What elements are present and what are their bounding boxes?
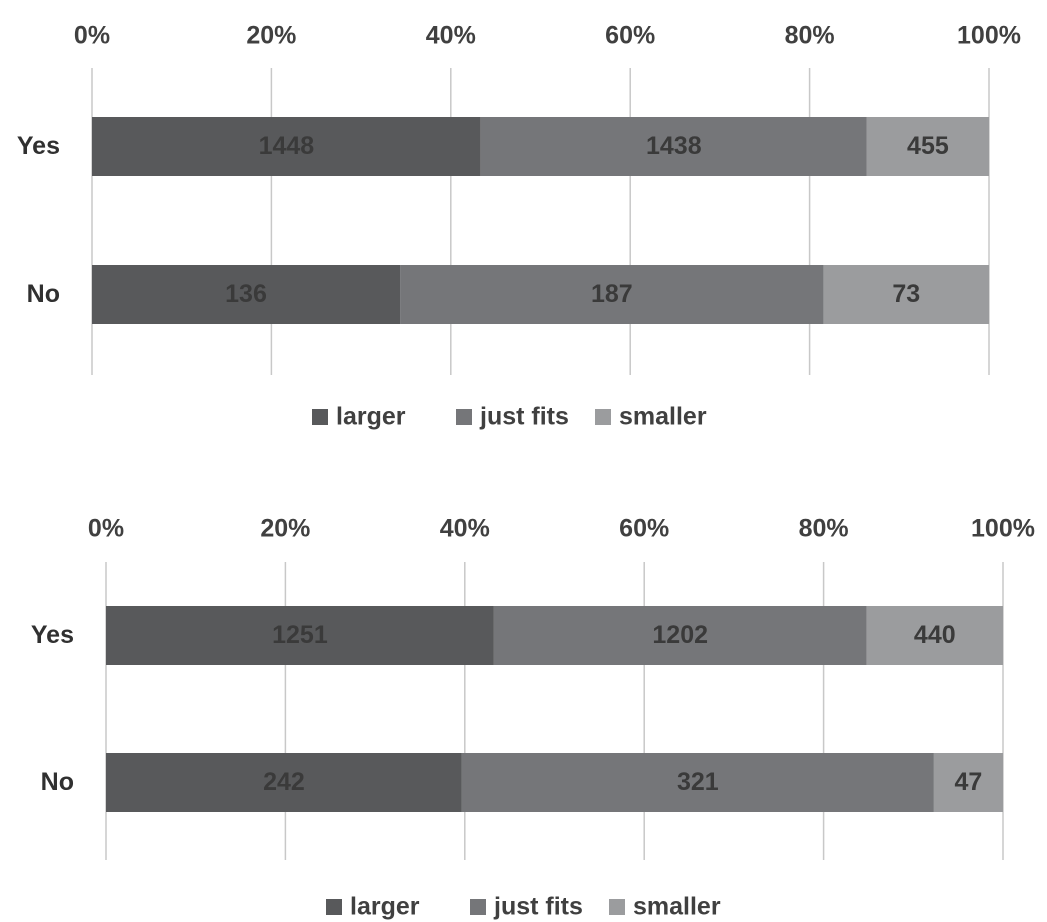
x-tick-label: 20%: [246, 22, 296, 50]
category-label: Yes: [17, 132, 60, 160]
legend: larger just fits smaller: [312, 403, 707, 431]
bar-segment-larger-yes: [106, 606, 494, 665]
x-tick-label: 40%: [440, 515, 490, 543]
legend-label: larger: [350, 893, 420, 921]
data-label: 1251: [272, 621, 328, 649]
legend-label: just fits: [479, 403, 569, 431]
data-label: 440: [914, 621, 956, 649]
bar-segment-larger-no: [106, 753, 462, 812]
legend-swatch: [312, 409, 328, 425]
legend-swatch: [609, 899, 625, 915]
legend-swatch: [595, 409, 611, 425]
legend-label: just fits: [493, 893, 583, 921]
x-tick-label: 40%: [426, 22, 476, 50]
legend-label: larger: [336, 403, 406, 431]
data-label: 73: [892, 280, 920, 308]
x-tick-label: 20%: [260, 515, 310, 543]
bar-segment-smaller-yes: [866, 606, 1003, 665]
bar-segment-just-fits-no: [461, 753, 934, 812]
bar-segment-just-fits-no: [400, 265, 824, 324]
data-label: 242: [263, 768, 305, 796]
category-label: No: [41, 768, 74, 796]
bar-segment-smaller-yes: [866, 117, 989, 176]
bar-segment-just-fits-yes: [493, 606, 867, 665]
bar-segment-just-fits-yes: [480, 117, 867, 176]
legend: larger just fits smaller: [326, 893, 721, 921]
chart-1: 0% 20% 40% 60% 80% 100% 1448 1438 455 Yes 136 187 73…: [17, 22, 1021, 431]
data-label: 321: [677, 768, 719, 796]
legend-label: smaller: [619, 403, 707, 431]
data-label: 187: [591, 280, 633, 308]
category-label: No: [27, 280, 60, 308]
data-label: 1448: [259, 132, 315, 160]
legend-label: smaller: [633, 893, 721, 921]
x-tick-label: 100%: [971, 515, 1035, 543]
bar-segment-smaller-no: [933, 753, 1003, 812]
bar-segment-larger-yes: [92, 117, 481, 176]
data-label: 1438: [646, 132, 702, 160]
chart-2: 0% 20% 40% 60% 80% 100% 1251 1202 440 Yes 242 321 47…: [31, 515, 1035, 921]
x-tick-label: 0%: [74, 22, 110, 50]
data-label: 47: [955, 768, 983, 796]
legend-swatch: [470, 899, 486, 915]
x-tick-label: 80%: [799, 515, 849, 543]
data-label: 1202: [652, 621, 708, 649]
x-tick-label: 100%: [957, 22, 1021, 50]
x-tick-label: 60%: [619, 515, 669, 543]
x-tick-label: 80%: [785, 22, 835, 50]
legend-swatch: [326, 899, 342, 915]
data-label: 455: [907, 132, 949, 160]
x-tick-label: 0%: [88, 515, 124, 543]
category-label: Yes: [31, 621, 74, 649]
legend-swatch: [456, 409, 472, 425]
data-label: 136: [225, 280, 267, 308]
bar-segment-smaller-no: [823, 265, 989, 324]
x-tick-label: 60%: [605, 22, 655, 50]
bar-segment-larger-no: [92, 265, 401, 324]
